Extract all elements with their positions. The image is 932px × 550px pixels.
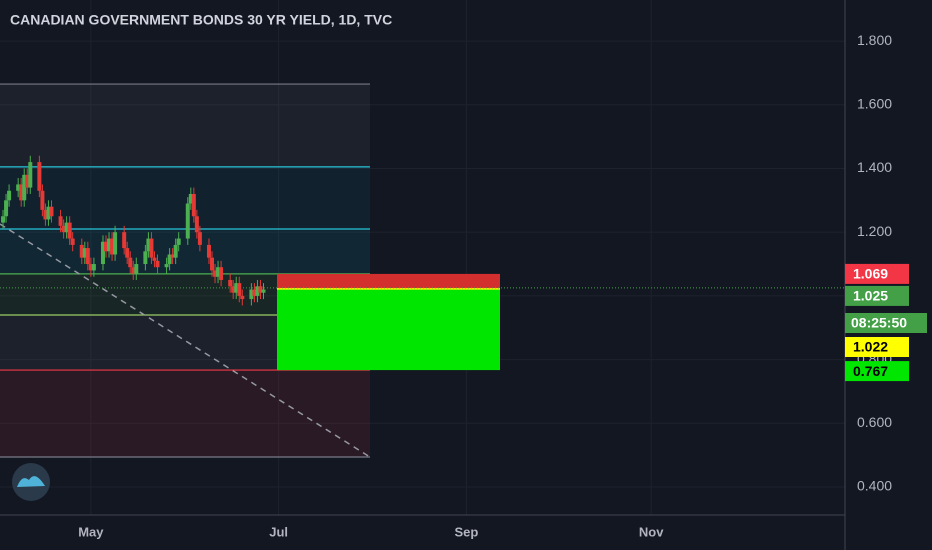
candle-body xyxy=(82,248,87,258)
candle-body xyxy=(143,251,148,265)
candle-body xyxy=(46,206,51,220)
y-tick-label: 1.600 xyxy=(857,95,892,111)
candle-body xyxy=(176,238,181,245)
candle-body xyxy=(149,238,154,258)
candle-body xyxy=(131,267,136,274)
candle-body xyxy=(88,264,93,271)
candle-body xyxy=(194,216,199,233)
chart-title: CANADIAN GOVERNMENT BONDS 30 YR YIELD, 1… xyxy=(10,12,392,28)
candle-body xyxy=(252,289,257,296)
candle-body xyxy=(258,286,263,293)
candle-body xyxy=(231,286,236,293)
candle-body xyxy=(261,289,266,293)
target-label-bg xyxy=(845,361,909,382)
candle-body xyxy=(188,193,193,204)
candle-body xyxy=(164,264,169,268)
logo xyxy=(12,463,50,501)
candle-body xyxy=(219,267,224,280)
candle-body xyxy=(167,254,172,265)
candle-body xyxy=(210,257,215,271)
level-zone xyxy=(0,84,370,167)
drawings xyxy=(0,83,845,458)
stop-zone xyxy=(277,273,500,289)
last-price-label-bg xyxy=(845,285,909,306)
candle-body xyxy=(216,267,221,277)
y-tick-label: 0.400 xyxy=(857,478,892,494)
candle-body xyxy=(58,216,63,226)
x-tick-label: Sep xyxy=(454,524,478,539)
candle-body xyxy=(155,260,160,268)
entry-label: 1.022 xyxy=(853,339,888,355)
level-zone xyxy=(0,166,370,229)
stop-label-bg xyxy=(845,263,909,284)
entry-label-bg xyxy=(845,337,909,357)
candle-body xyxy=(240,295,245,300)
target-label: 0.767 xyxy=(853,363,888,379)
countdown: 08:25:50 xyxy=(851,315,907,331)
candle-body xyxy=(255,286,260,296)
y-tick-label: 1.800 xyxy=(857,32,892,48)
candle-body xyxy=(91,264,96,271)
candle-body xyxy=(191,193,196,217)
candle-body xyxy=(25,174,30,188)
candle-body xyxy=(152,257,157,261)
x-tick-label: May xyxy=(78,524,104,539)
axes: 0.4000.6000.8001.0001.2001.4001.6001.800… xyxy=(78,32,927,539)
candle-body xyxy=(197,232,202,245)
candle-body xyxy=(7,190,12,201)
level-zone xyxy=(0,370,370,458)
candle-body xyxy=(206,244,211,258)
candle-body xyxy=(61,225,66,233)
candle-body xyxy=(28,162,33,188)
candle-body xyxy=(70,238,75,245)
x-tick-label: Nov xyxy=(639,524,664,539)
candle-body xyxy=(40,190,45,210)
candle-body xyxy=(122,232,127,249)
candle-body xyxy=(19,184,24,201)
candle-body xyxy=(79,244,84,258)
candles xyxy=(1,155,266,306)
candle-body xyxy=(16,184,21,191)
candle-body xyxy=(107,238,112,252)
level-zone xyxy=(0,228,370,274)
candle-body xyxy=(37,162,42,191)
candle-body xyxy=(128,257,133,268)
candle-body xyxy=(134,264,139,274)
stop-label: 1.069 xyxy=(853,266,888,282)
candle-body xyxy=(213,270,218,277)
candle-body xyxy=(170,254,175,258)
last-price-label: 1.025 xyxy=(853,288,888,304)
candle-body xyxy=(173,244,178,258)
candle-body xyxy=(22,174,27,201)
candle-body xyxy=(49,206,54,217)
candle-body xyxy=(104,241,109,252)
candle-body xyxy=(228,279,233,287)
candle-body xyxy=(100,241,105,265)
candle-body xyxy=(43,209,48,220)
candle-body xyxy=(4,200,9,217)
y-tick-label: 1.200 xyxy=(857,223,892,239)
grid xyxy=(0,0,845,515)
candle-body xyxy=(67,222,72,239)
y-tick-label: 0.600 xyxy=(857,414,892,430)
candle-body xyxy=(1,216,6,223)
candle-body xyxy=(234,283,239,293)
y-tick-label: 1.400 xyxy=(857,159,892,175)
trend-line xyxy=(0,223,371,458)
candle-body xyxy=(125,248,130,258)
candle-body xyxy=(146,238,151,252)
x-tick-label: Jul xyxy=(269,524,288,539)
candle-body xyxy=(85,248,90,265)
candle-body xyxy=(110,238,115,255)
candle-body xyxy=(64,222,69,233)
target-zone xyxy=(277,288,500,371)
countdown-bg xyxy=(845,313,927,333)
candle-body xyxy=(113,232,118,255)
candle-body xyxy=(237,283,242,296)
candle-body xyxy=(185,203,190,239)
candle-body xyxy=(249,289,254,300)
